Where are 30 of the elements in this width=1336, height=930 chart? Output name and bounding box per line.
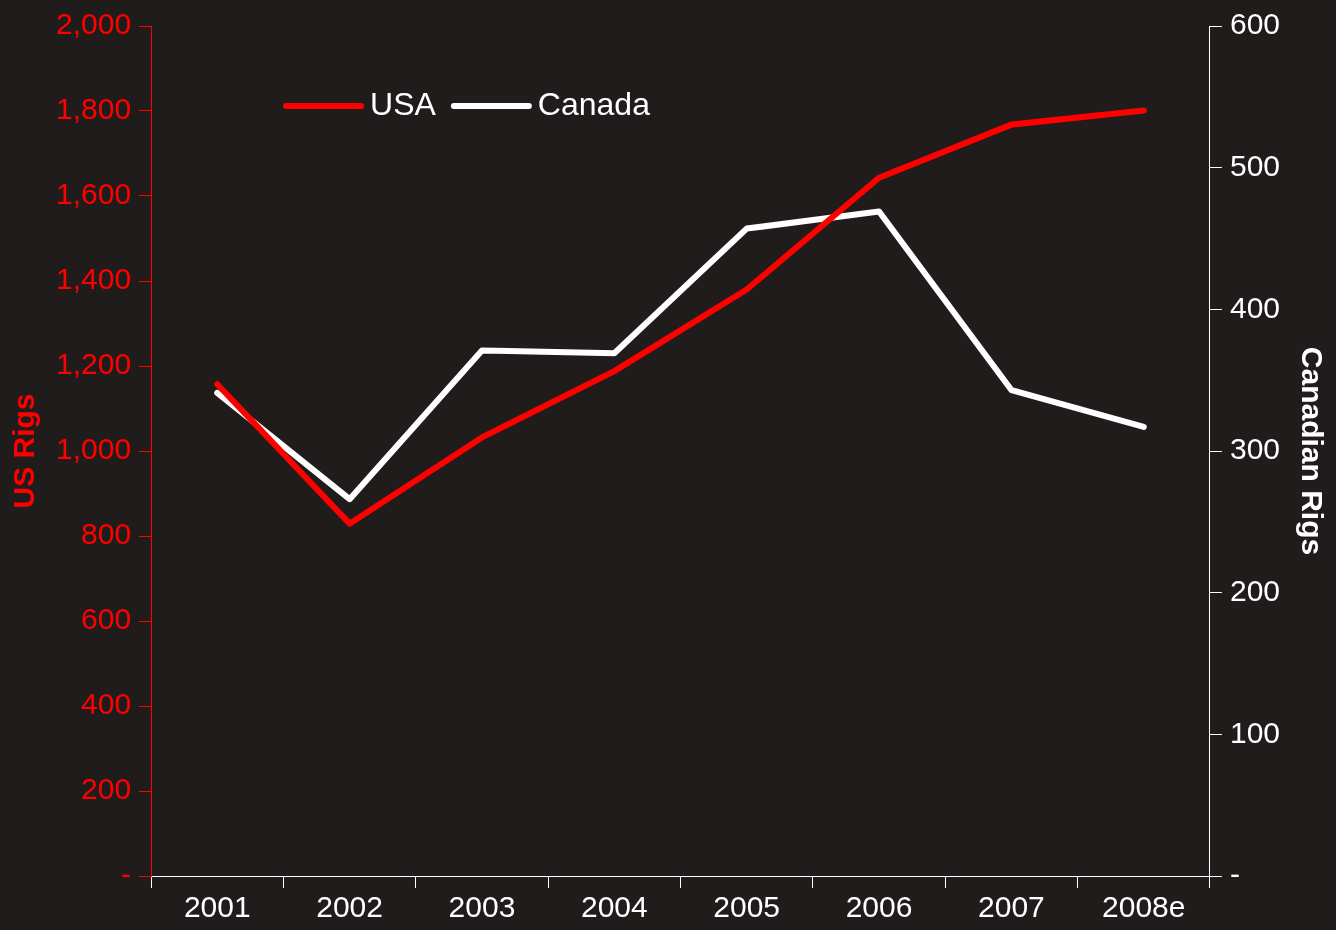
x-tick-label: 2006 (845, 890, 913, 924)
legend-label: Canada (537, 85, 651, 122)
y2-tick-label: - (1229, 857, 1240, 891)
x-tick-label: 2004 (580, 890, 648, 924)
y2-tick-label: 300 (1229, 432, 1281, 466)
y-tick-label: 800 (81, 517, 132, 551)
y-tick-label: 1,800 (56, 92, 132, 126)
y2-tick-label: 400 (1229, 290, 1281, 324)
x-tick-label: 2001 (183, 890, 251, 924)
y2-tick-label: 500 (1229, 148, 1281, 182)
y2-tick-label: 100 (1229, 715, 1281, 749)
y-tick-label: 1,200 (56, 347, 132, 381)
x-tick-label: 2003 (448, 890, 516, 924)
y-tick-label: 200 (81, 772, 132, 806)
y-tick-label: 2,000 (56, 7, 132, 41)
legend-label: USA (370, 85, 437, 122)
x-tick-label: 2005 (713, 890, 781, 924)
y2-tick-label: 200 (1229, 573, 1281, 607)
y2-tick-label: 600 (1229, 7, 1281, 41)
x-tick-label: 2002 (316, 890, 383, 924)
y-tick-label: 600 (81, 602, 132, 636)
x-tick-label: 2007 (978, 890, 1045, 924)
y-tick-label: 400 (81, 687, 132, 721)
x-tick-label: 2008e (1102, 890, 1186, 924)
y-tick-label: 1,400 (56, 262, 132, 296)
y-tick-label: - (121, 857, 132, 891)
y-axis-title: US Rigs (7, 393, 41, 509)
y2-axis-title: Canadian Rigs (1295, 346, 1329, 556)
y-tick-label: 1,600 (56, 177, 132, 211)
y-tick-label: 1,000 (56, 432, 132, 466)
